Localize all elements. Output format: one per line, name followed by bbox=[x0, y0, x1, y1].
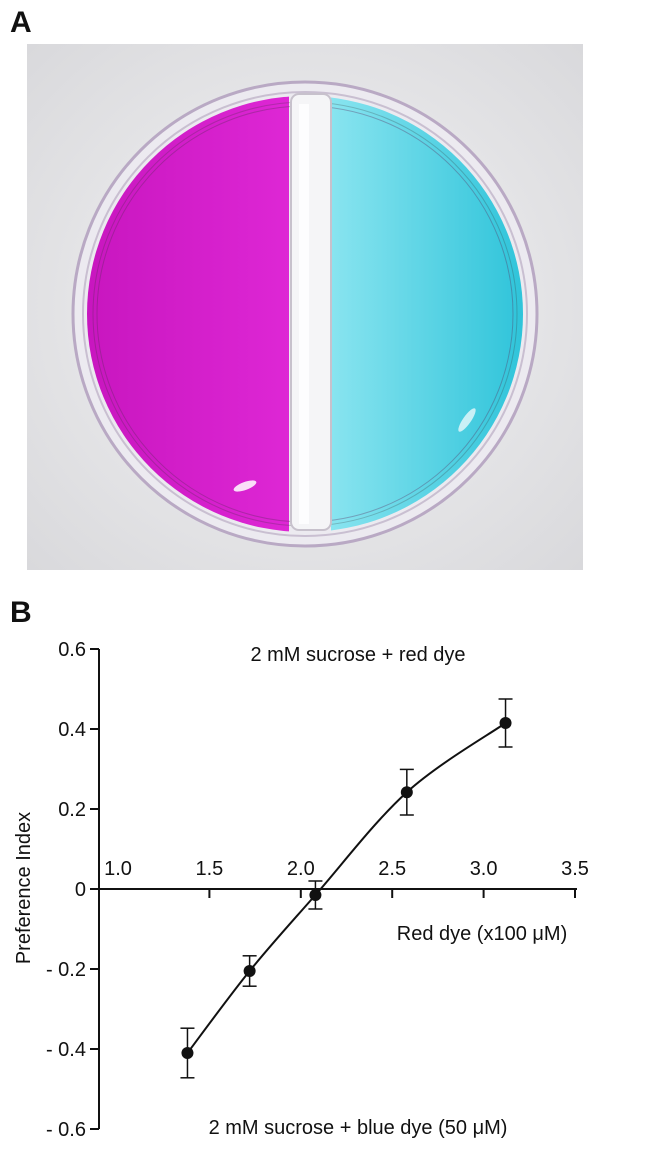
x-tick-label: 1.0 bbox=[104, 858, 132, 880]
data-point bbox=[400, 786, 413, 799]
center-divider bbox=[290, 93, 332, 531]
y-tick-label: - 0.4 bbox=[46, 1039, 86, 1061]
glare-right bbox=[458, 408, 476, 432]
data-point bbox=[499, 717, 512, 729]
magenta-compartment bbox=[87, 96, 289, 532]
divider-highlight bbox=[299, 104, 309, 524]
dish-rim-inner bbox=[82, 91, 528, 537]
data-point bbox=[243, 965, 256, 977]
x-tick-label: 1.5 bbox=[195, 858, 223, 880]
y-axis-label: Preference Index bbox=[13, 812, 35, 964]
panel-label-a: A bbox=[10, 6, 32, 39]
panel-label-b: B bbox=[10, 596, 32, 629]
data-point bbox=[309, 889, 322, 901]
glare-left bbox=[233, 480, 257, 492]
chart-title-bottom: 2 mM sucrose + blue dye (50 μM) bbox=[209, 1117, 508, 1139]
petri-dish-photo bbox=[27, 44, 583, 570]
x-axis-label: Red dye (x100 μM) bbox=[397, 923, 567, 945]
y-tick-label: 0.2 bbox=[58, 799, 86, 821]
y-tick-label: - 0.2 bbox=[46, 959, 86, 981]
x-tick-label: 3.0 bbox=[470, 858, 498, 880]
x-tick-label: 2.5 bbox=[378, 858, 406, 880]
y-tick-label: - 0.6 bbox=[46, 1119, 86, 1141]
chart-title-top: 2 mM sucrose + red dye bbox=[250, 644, 465, 666]
cyan-compartment bbox=[331, 97, 523, 531]
data-point bbox=[181, 1047, 194, 1059]
x-tick-label: 3.5 bbox=[561, 858, 589, 880]
y-tick-label: 0.6 bbox=[58, 639, 86, 661]
y-tick-label: 0 bbox=[75, 879, 86, 901]
preference-chart: 2 mM sucrose + red dye 2 mM sucrose + bl… bbox=[13, 639, 589, 1141]
y-tick-label: 0.4 bbox=[58, 719, 86, 741]
x-tick-label: 2.0 bbox=[287, 858, 315, 880]
